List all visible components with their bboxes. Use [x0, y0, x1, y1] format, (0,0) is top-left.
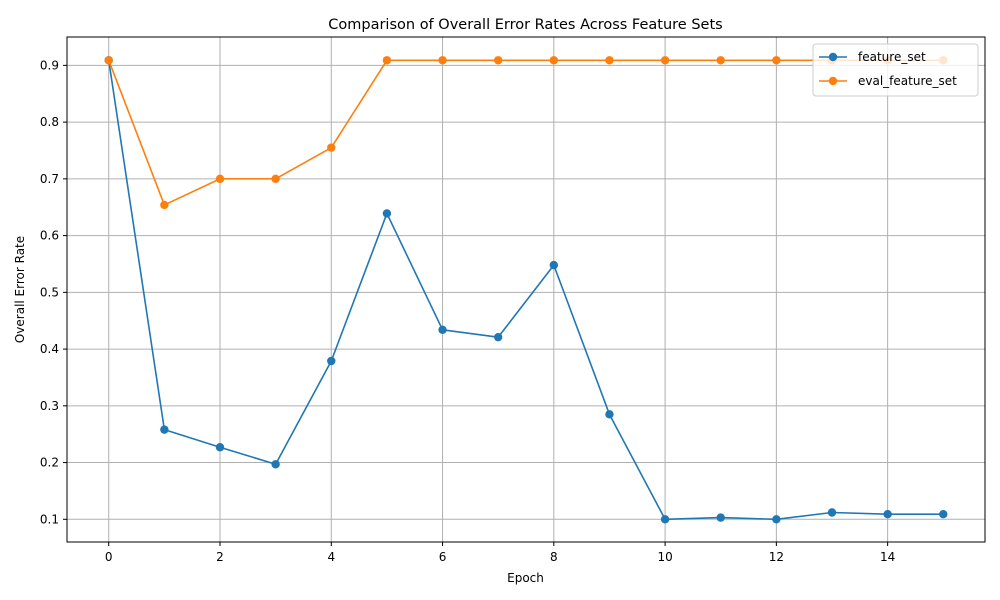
x-tick-label: 10 — [657, 550, 672, 564]
series-line — [107, 59, 944, 206]
data-point — [271, 174, 280, 184]
data-point — [716, 513, 725, 522]
axis-ticks: 0 2 4 6 8 10 12 14 0.1 0.2 0.3 0.4 0.5 0.6 0.7 0.8 0.9 — [40, 58, 895, 564]
data-point — [549, 56, 559, 65]
legend-marker — [828, 52, 838, 62]
data-point — [493, 56, 503, 65]
legend-marker — [828, 76, 838, 86]
x-tick-label: 6 — [439, 550, 447, 564]
data-point — [660, 56, 670, 65]
grid — [67, 37, 985, 542]
y-tick-label: 0.3 — [40, 399, 59, 413]
y-tick-label: 0.7 — [40, 172, 59, 186]
data-point — [716, 56, 725, 65]
data-point — [605, 410, 614, 419]
y-tick-label: 0.2 — [40, 456, 59, 470]
data-point — [327, 143, 336, 152]
data-point — [605, 56, 614, 65]
data-point — [939, 509, 948, 519]
data-point — [660, 515, 670, 524]
series-feature-set — [104, 56, 948, 524]
data-point — [160, 425, 169, 434]
data-point — [827, 508, 837, 517]
data-point — [772, 515, 781, 524]
y-tick-label: 0.6 — [40, 229, 59, 243]
x-tick-label: 8 — [550, 550, 558, 564]
data-point — [883, 509, 892, 519]
x-tick-label: 4 — [327, 550, 335, 564]
data-point — [382, 209, 392, 218]
x-tick-label: 14 — [880, 550, 895, 564]
data-point — [438, 325, 447, 334]
data-point — [549, 260, 559, 270]
data-point — [160, 200, 169, 210]
y-tick-label: 0.4 — [40, 342, 59, 356]
data-point — [104, 56, 113, 65]
y-tick-label: 0.8 — [40, 115, 59, 129]
data-point — [772, 56, 781, 65]
data-point — [438, 56, 447, 65]
x-tick-label: 12 — [769, 550, 784, 564]
plot-frame — [66, 36, 986, 543]
legend-item: feature_set — [819, 50, 926, 64]
data-point — [215, 174, 225, 184]
chart-title: Comparison of Overall Error Rates Across… — [328, 17, 722, 33]
y-tick-label: 0.5 — [40, 285, 59, 299]
data-point — [493, 332, 503, 342]
legend-label: eval_feature_set — [858, 74, 957, 88]
y-axis-title: Overall Error Rate — [13, 236, 27, 343]
x-tick-label: 0 — [105, 550, 113, 564]
y-tick-label: 0.1 — [40, 512, 59, 526]
legend-item: eval_feature_set — [819, 74, 957, 88]
legend-box — [812, 43, 979, 97]
x-tick-label: 2 — [216, 550, 224, 564]
data-point — [215, 443, 225, 452]
data-point — [271, 460, 280, 469]
data-point — [327, 356, 336, 366]
data-point — [382, 56, 392, 65]
y-tick-label: 0.9 — [40, 58, 59, 72]
series-line — [107, 60, 944, 521]
legend: feature_set eval_feature_set — [812, 43, 979, 97]
legend-label: feature_set — [858, 50, 926, 64]
x-axis-title: Epoch — [507, 571, 544, 585]
